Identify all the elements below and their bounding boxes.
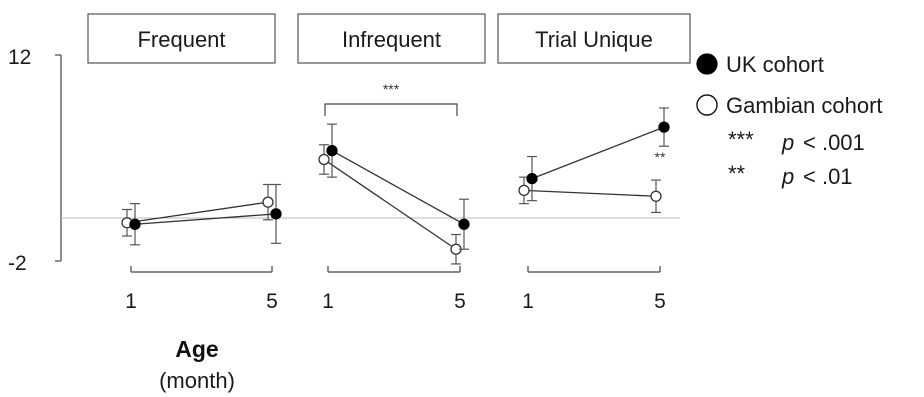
significance-label-infrequent: *** (383, 81, 400, 97)
x-tick-label-trial-unique-5: 5 (654, 290, 666, 313)
legend-note-value-2: < .01 (803, 164, 853, 189)
series-line-infrequent-gambian-cohort (323, 158, 457, 250)
x-tick-label-infrequent-5: 5 (454, 290, 466, 313)
legend-note-stars-2: ** (728, 161, 746, 186)
panel-title-infrequent: Infrequent (342, 27, 441, 52)
legend-note-p-2: p (781, 164, 794, 189)
panel-title-box-trial-unique (497, 13, 691, 64)
series-line-infrequent-uk-cohort (331, 150, 465, 225)
legend-marker-uk-cohort (696, 53, 718, 75)
series-line-trial-unique-uk-cohort (531, 126, 665, 180)
legend-note-p-1: p (781, 130, 794, 155)
x-axis-label: Age (175, 336, 218, 362)
x-tick-label-trial-unique-1: 1 (522, 290, 534, 313)
series-line-frequent-uk-cohort (134, 213, 277, 225)
x-tick-label-frequent-1: 1 (125, 290, 137, 313)
point-frequent-uk-cohort-5 (270, 208, 282, 220)
panel-frequent: Frequent 1 5 (87, 13, 282, 313)
legend-note-stars-1: *** (728, 127, 754, 152)
significance-bracket-infrequent (324, 103, 458, 116)
series-line-trial-unique-gambian-cohort (523, 189, 657, 197)
panel-infrequent: Infrequent 1 5 *** (297, 13, 486, 313)
legend: UK cohort Gambian cohort *** p < .001 **… (696, 52, 883, 189)
y-axis: 12 -2 (8, 46, 62, 275)
point-frequent-uk-cohort-1 (129, 218, 141, 230)
point-frequent-gambian-cohort-5 (262, 196, 274, 208)
point-trial-unique-gambian-cohort-5 (650, 190, 662, 202)
panel-trial-unique: Trial Unique 1 5 ** (497, 13, 691, 313)
panels: Frequent 1 5 Infrequent 1 5 *** Trial Unique 1 5 *… (87, 13, 691, 313)
x-tick-label-infrequent-1: 1 (322, 290, 334, 313)
significance-label-trial-unique: ** (655, 149, 666, 165)
y-tick-label-bottom: -2 (8, 252, 27, 275)
panel-title-frequent: Frequent (137, 27, 225, 52)
legend-marker-gambian-cohort (696, 94, 718, 116)
panel-title-box-frequent (87, 13, 276, 64)
legend-label-uk-cohort: UK cohort (726, 52, 824, 77)
panel-title-trial-unique: Trial Unique (535, 27, 653, 52)
legend-label-gambian-cohort: Gambian cohort (726, 93, 883, 118)
point-infrequent-uk-cohort-1 (326, 144, 338, 157)
y-tick-label-top: 12 (8, 46, 31, 69)
x-tick-label-frequent-5: 5 (266, 290, 278, 313)
point-trial-unique-uk-cohort-5 (658, 121, 670, 133)
legend-note-value-1: < .001 (803, 130, 865, 155)
point-trial-unique-uk-cohort-1 (526, 172, 538, 185)
x-axis-sublabel: (month) (159, 368, 235, 393)
series-line-frequent-gambian-cohort (126, 201, 269, 224)
point-infrequent-uk-cohort-5 (458, 218, 470, 230)
point-trial-unique-gambian-cohort-1 (518, 184, 530, 197)
panel-title-box-infrequent (297, 13, 486, 64)
point-infrequent-gambian-cohort-1 (318, 153, 330, 166)
